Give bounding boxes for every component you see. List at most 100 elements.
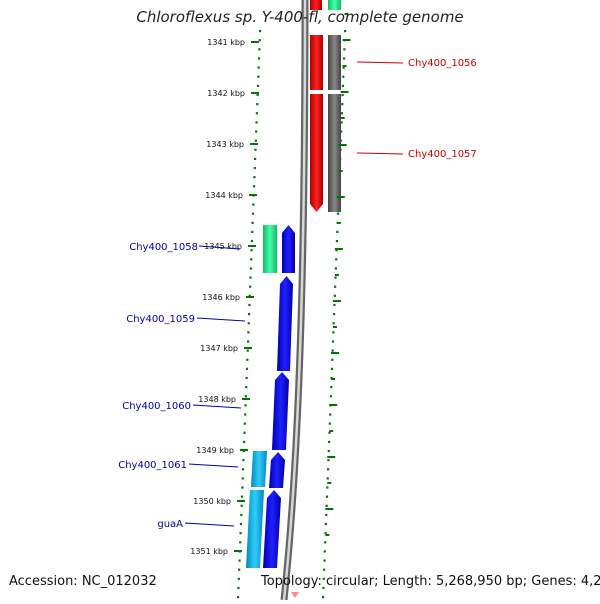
outer-ring-dot xyxy=(335,239,339,243)
inner-ring-dot xyxy=(244,395,248,398)
outer-ring-dot xyxy=(325,504,328,507)
cds-block-chy400-1056 xyxy=(310,35,323,90)
inner-ring-dot xyxy=(256,93,259,97)
gene-labels: Chy400_1056 Chy400_1057 Chy400_1058 Chy400_… xyxy=(118,58,477,530)
outer-ring-dot xyxy=(324,532,327,535)
inner-ring-dot xyxy=(248,313,251,316)
inner-ring-dot xyxy=(255,130,258,133)
inner-ring-dot xyxy=(257,57,261,60)
inner-ring-dot xyxy=(253,166,256,170)
outer-ring-dot xyxy=(328,431,331,434)
outer-ring-dot xyxy=(334,285,337,288)
outer-ring-dot xyxy=(340,121,343,124)
outer-ring-dot xyxy=(327,459,330,462)
inner-ring-dot xyxy=(243,431,246,434)
gene-label: Chy400_1057 xyxy=(408,149,477,160)
gene-label-leader xyxy=(356,61,404,64)
inner-ring-dot xyxy=(249,285,252,288)
gene-label: Chy400_1059 xyxy=(126,314,195,325)
accession-text: Accession: NC_012032 xyxy=(9,574,157,589)
outer-ring-dot xyxy=(340,112,344,115)
gene-label-leader xyxy=(356,152,404,155)
inner-ring-dot xyxy=(243,422,246,425)
outer-ring-dot xyxy=(329,395,333,398)
inner-ring-dot xyxy=(248,303,251,307)
outer-ring-dot xyxy=(342,66,345,69)
gene-label-leader xyxy=(184,522,235,527)
inner-ring-dot xyxy=(247,322,250,325)
cds-block-chy400-1057 xyxy=(310,94,323,212)
scale-ticks: 1341 kbp 1342 kbp 1343 kbp 1344 kbp 1345 kbp… xyxy=(190,13,351,556)
inner-ring-dot xyxy=(249,276,252,279)
inner-ring-dot xyxy=(239,532,242,535)
inner-ring-dot xyxy=(240,513,243,517)
cds-block-chy400-1058 xyxy=(282,225,295,273)
outer-ring-dot xyxy=(343,48,346,51)
tick-label: 1346 kbp xyxy=(202,293,240,302)
inner-ring-dot xyxy=(257,75,260,78)
outer-ring-dot xyxy=(331,349,334,352)
cds-block-chy400-1060 xyxy=(272,372,289,450)
outer-ring-dot xyxy=(340,130,343,133)
inner-ring-dot xyxy=(240,495,244,498)
outer-ring-dot xyxy=(336,230,339,234)
outer-ring-dot xyxy=(342,75,345,78)
outer-ring-dot xyxy=(341,84,345,87)
inner-ring-dot xyxy=(256,103,259,106)
gene-label: guaA xyxy=(157,519,183,530)
gene-label-leader xyxy=(196,317,246,322)
outer-ring-dot xyxy=(341,103,344,106)
inner-ring-dot xyxy=(237,577,240,580)
outer-ring-dot xyxy=(325,513,328,517)
outer-ring-dot xyxy=(328,422,331,425)
inner-ring-dot xyxy=(252,203,255,206)
outer-ring-dot xyxy=(333,313,336,316)
inner-ring-dot xyxy=(247,331,250,334)
outer-ring-dot xyxy=(333,294,336,297)
inner-ring-dot xyxy=(242,449,245,453)
tick-label: 1345 kbp xyxy=(204,242,242,251)
outer-ring-dot xyxy=(326,468,330,471)
outer-ring-dot xyxy=(328,440,331,444)
inner-ring-dot xyxy=(251,230,254,234)
outer-ring-dot xyxy=(327,449,330,453)
outer-ring-dot xyxy=(331,340,335,343)
inner-ring-dot xyxy=(242,459,245,462)
outer-ring-dot xyxy=(330,367,334,370)
outer-ring-dot xyxy=(333,303,336,307)
inner-ring-dot xyxy=(252,185,256,188)
inner-ring-dot xyxy=(258,48,261,51)
inner-ring-dot xyxy=(256,84,260,87)
inner-ring-dot xyxy=(239,522,243,526)
tick-label: 1344 kbp xyxy=(205,191,243,200)
backbone-highlight xyxy=(282,0,307,601)
feature-ring-dots xyxy=(237,30,347,599)
map-title: Chloroflexus sp. Y-400-fl, complete geno… xyxy=(136,8,464,26)
inner-ring-dot xyxy=(250,258,253,261)
outer-ring-dot xyxy=(331,358,334,361)
inner-ring-dot xyxy=(241,486,244,489)
inner-ring-dot xyxy=(251,221,254,224)
cyan-block-2 xyxy=(246,490,264,568)
inner-ring-dot xyxy=(238,559,241,562)
inner-ring-dot xyxy=(246,340,250,343)
genome-summary-text: Topology: circular; Length: 5,268,950 bp… xyxy=(261,574,600,589)
outer-ring-dot xyxy=(336,212,340,215)
inner-ring-dot xyxy=(245,386,248,389)
gene-label-leader xyxy=(198,245,241,250)
inner-ring-dot xyxy=(239,541,242,544)
outer-ring-dot xyxy=(335,249,338,252)
tick-label: 1350 kbp xyxy=(193,497,231,506)
inner-ring-dot xyxy=(245,376,248,380)
inner-ring-dot xyxy=(255,121,258,124)
tick-label: 1342 kbp xyxy=(207,89,245,98)
outer-ring-dot xyxy=(323,568,326,571)
inner-ring-dot xyxy=(251,212,255,215)
gene-label: Chy400_1060 xyxy=(122,401,191,412)
cds-block-top xyxy=(310,0,322,10)
inner-ring-dot xyxy=(248,294,251,297)
outer-ring-dot xyxy=(342,57,346,60)
outer-ring-dot xyxy=(325,495,329,498)
cds-block-chy400-1061 xyxy=(269,452,285,488)
